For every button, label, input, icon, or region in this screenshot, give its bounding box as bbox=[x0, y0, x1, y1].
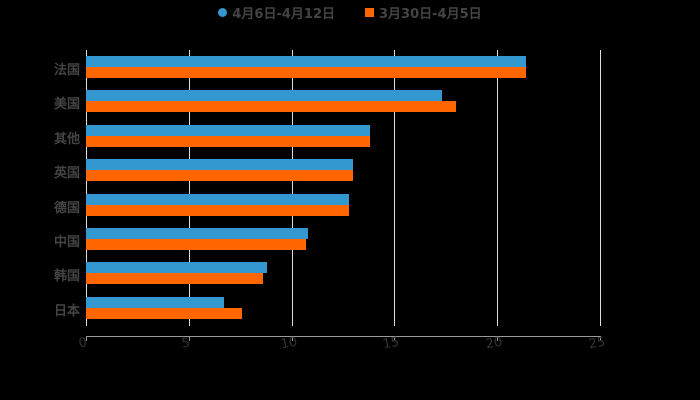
x-tick bbox=[86, 336, 87, 341]
gridline bbox=[600, 50, 601, 326]
bar[interactable] bbox=[86, 273, 263, 285]
bar[interactable] bbox=[86, 296, 224, 308]
category-label: 韩国 bbox=[53, 269, 80, 285]
bar[interactable] bbox=[86, 239, 306, 250]
bar[interactable] bbox=[86, 307, 243, 319]
legend-circle-icon bbox=[218, 8, 228, 17]
category-label: 中国 bbox=[53, 235, 80, 250]
category-label: 其他 bbox=[53, 131, 80, 147]
bar[interactable] bbox=[86, 90, 442, 102]
category-label: 美国 bbox=[53, 97, 80, 113]
x-tick-label: 20 bbox=[484, 334, 504, 353]
gridline bbox=[188, 50, 190, 326]
gridline bbox=[497, 50, 499, 326]
x-tick bbox=[394, 336, 396, 341]
bar[interactable] bbox=[86, 124, 370, 136]
bar[interactable] bbox=[86, 67, 526, 78]
bar[interactable] bbox=[86, 193, 350, 205]
x-tick-label: 10 bbox=[279, 334, 299, 353]
bar[interactable] bbox=[86, 262, 267, 274]
legend-item[interactable]: 4月6日-4月12日 bbox=[218, 3, 335, 22]
bar[interactable] bbox=[86, 159, 354, 171]
x-tick-label: 25 bbox=[587, 334, 607, 353]
category-label: 日本 bbox=[53, 303, 80, 319]
x-axis-line bbox=[86, 336, 600, 337]
legend-item[interactable]: 3月30日-4月5日 bbox=[365, 3, 482, 22]
legend: 4月6日-4月12日 3月30日-4月5日 bbox=[0, 3, 700, 22]
gridline bbox=[291, 50, 293, 326]
category-label: 英国 bbox=[53, 166, 80, 182]
legend-label: 4月6日-4月12日 bbox=[232, 7, 335, 22]
gridline bbox=[86, 50, 87, 326]
legend-square-icon bbox=[365, 8, 374, 17]
x-tick bbox=[291, 336, 293, 341]
x-tick-label: 15 bbox=[381, 334, 401, 353]
x-tick bbox=[600, 336, 601, 341]
category-label: 法国 bbox=[53, 63, 80, 78]
bar[interactable] bbox=[86, 56, 526, 67]
x-tick bbox=[188, 336, 190, 341]
bar[interactable] bbox=[86, 135, 370, 147]
legend-label: 3月30日-4月5日 bbox=[379, 7, 482, 22]
category-label: 德国 bbox=[53, 200, 80, 216]
gridline bbox=[394, 50, 396, 326]
bar[interactable] bbox=[86, 101, 457, 113]
bar[interactable] bbox=[86, 204, 350, 216]
bar[interactable] bbox=[86, 228, 309, 239]
plot-area bbox=[86, 50, 601, 326]
x-tick bbox=[497, 336, 499, 341]
bar[interactable] bbox=[86, 170, 354, 182]
